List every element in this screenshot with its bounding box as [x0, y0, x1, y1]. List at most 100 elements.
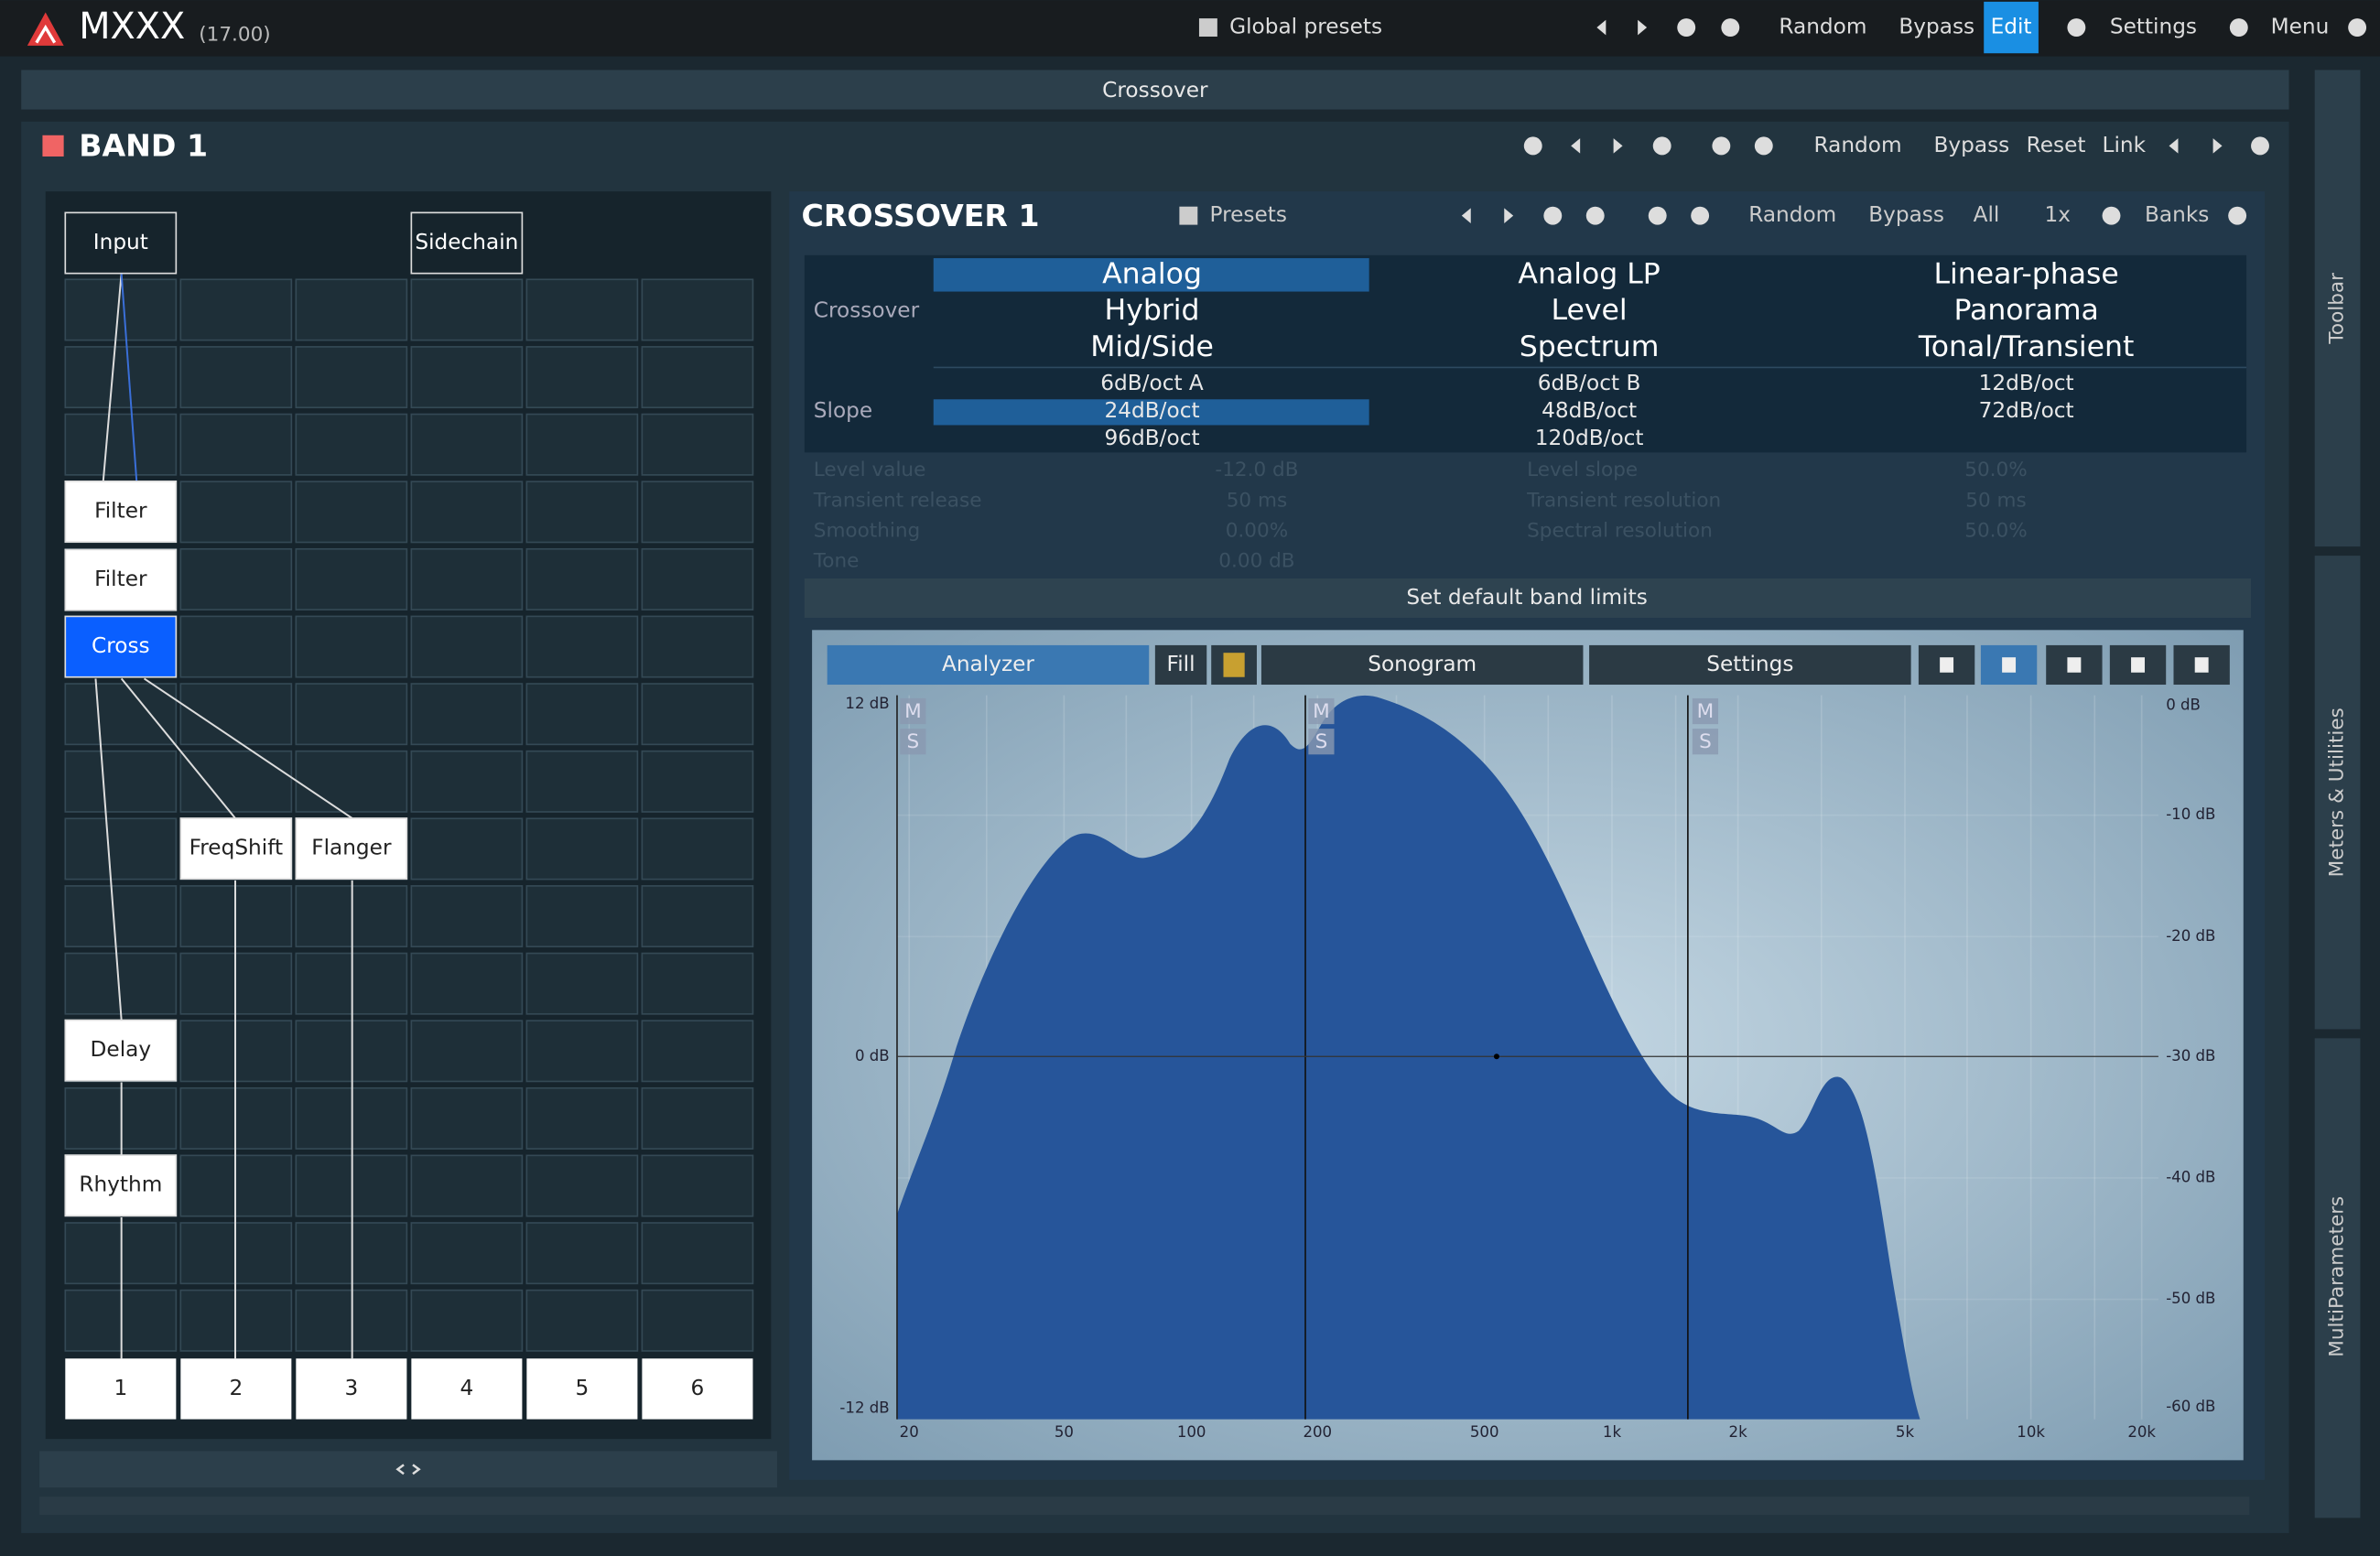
ms-marker-bg[interactable] — [900, 729, 926, 755]
grid-cell[interactable] — [641, 1222, 754, 1285]
slope-option[interactable]: 72dB/oct — [1979, 398, 2074, 423]
ms-marker[interactable]: S — [907, 730, 920, 753]
ms-marker[interactable]: M — [904, 700, 922, 723]
grid-cell[interactable] — [641, 1154, 754, 1217]
side-tab-label[interactable]: Toolbar — [2326, 273, 2349, 345]
grid-cell[interactable] — [64, 817, 178, 881]
crossover-option[interactable]: Mid/Side — [1090, 330, 1214, 363]
default-button-bg[interactable] — [804, 578, 2252, 619]
slope-option[interactable]: 12dB/oct — [1979, 371, 2074, 395]
band-icon[interactable] — [1712, 136, 1731, 156]
grid-cell[interactable] — [64, 683, 178, 746]
edit-button[interactable]: Edit — [1991, 15, 2032, 39]
output-label[interactable]: 2 — [229, 1376, 243, 1400]
grid-cell[interactable] — [641, 750, 754, 813]
grid-cell[interactable] — [525, 481, 639, 544]
side-tab[interactable] — [2314, 70, 2361, 547]
module-icon[interactable] — [1648, 206, 1667, 225]
ms-marker-bg[interactable] — [1692, 697, 1719, 725]
node-label[interactable]: Filter — [94, 498, 147, 523]
grid-cell[interactable] — [410, 1289, 524, 1352]
crossover-option[interactable]: Tonal/Transient — [1918, 330, 2134, 363]
output-label[interactable]: 1 — [114, 1376, 127, 1400]
menu-button[interactable]: Menu — [2271, 15, 2330, 39]
output-slot[interactable] — [296, 1358, 407, 1420]
slope-option[interactable]: 6dB/oct A — [1100, 371, 1204, 395]
module-icon[interactable] — [1543, 206, 1563, 225]
slope-option[interactable]: 120dB/oct — [1535, 426, 1644, 450]
side-tab-label[interactable]: MultiParameters — [2326, 1196, 2349, 1357]
grid-cell[interactable] — [179, 346, 293, 409]
crossover-option[interactable]: Analog — [1102, 257, 1202, 290]
grid-cell[interactable] — [410, 952, 524, 1015]
route-node[interactable] — [64, 548, 178, 611]
prev-preset[interactable] — [1596, 19, 1606, 36]
grid-cell[interactable] — [410, 817, 524, 881]
grid-cell[interactable] — [525, 278, 639, 341]
slope-option[interactable]: 96dB/oct — [1105, 426, 1200, 450]
ms-marker[interactable]: S — [1315, 730, 1328, 753]
node-label[interactable]: Sidechain — [415, 230, 518, 254]
ms-marker[interactable]: M — [1697, 700, 1715, 723]
grid-cell[interactable] — [525, 413, 639, 476]
crossover-option[interactable]: Spectrum — [1520, 330, 1660, 363]
module-icon[interactable] — [1585, 206, 1605, 225]
grid-cell[interactable] — [410, 683, 524, 746]
analyzer-button-bg[interactable] — [1154, 644, 1207, 686]
band-button[interactable]: Link — [2103, 133, 2147, 157]
analyzer-button[interactable]: Sonogram — [1368, 652, 1477, 676]
output-slot[interactable] — [411, 1358, 523, 1420]
ms-marker-bg[interactable] — [1692, 729, 1719, 755]
band-next[interactable] — [1613, 138, 1623, 154]
grid-cell[interactable] — [410, 481, 524, 544]
grid-cell[interactable] — [179, 481, 293, 544]
grid-cell[interactable] — [525, 885, 639, 948]
grid-cell[interactable] — [64, 885, 178, 948]
band-icon[interactable] — [1523, 136, 1542, 156]
module-button[interactable]: Banks — [2145, 202, 2209, 227]
route-node[interactable] — [179, 817, 293, 881]
side-tab-label[interactable]: Meters & Utilities — [2326, 708, 2349, 877]
grid-cell[interactable] — [410, 1086, 524, 1150]
crossover-option[interactable]: Analog LP — [1518, 257, 1660, 290]
module-icon[interactable] — [2102, 206, 2121, 225]
next-preset[interactable] — [1638, 19, 1648, 36]
grid-cell[interactable] — [525, 1289, 639, 1352]
grid-cell[interactable] — [64, 413, 178, 476]
grid-cell[interactable] — [525, 683, 639, 746]
side-tab[interactable] — [2314, 1038, 2361, 1518]
grid-cell[interactable] — [641, 1289, 754, 1352]
route-node[interactable] — [64, 1154, 178, 1217]
module-button[interactable]: All — [1974, 202, 2000, 227]
band-right[interactable] — [2212, 138, 2223, 154]
grid-cell[interactable] — [525, 1086, 639, 1150]
output-label[interactable]: 4 — [460, 1376, 474, 1400]
crossover-option[interactable]: Hybrid — [1105, 294, 1200, 327]
grid-cell[interactable] — [525, 817, 639, 881]
grid-cell[interactable] — [641, 413, 754, 476]
grid-cell[interactable] — [525, 1154, 639, 1217]
grid-cell[interactable] — [410, 1020, 524, 1083]
grid-cell[interactable] — [410, 1222, 524, 1285]
analyzer-button-bg[interactable] — [827, 644, 1150, 686]
node-label[interactable]: Cross — [92, 633, 150, 658]
global-presets-icon[interactable] — [1198, 18, 1217, 37]
analyzer-button-bg[interactable] — [1589, 644, 1911, 686]
module-button[interactable]: Random — [1748, 202, 1836, 227]
grid-cell[interactable] — [410, 547, 524, 611]
grid-cell[interactable] — [641, 817, 754, 881]
route-node[interactable] — [410, 211, 524, 275]
settings-button[interactable]: Settings — [2110, 15, 2197, 39]
band-button[interactable]: Reset — [2027, 133, 2086, 157]
route-node[interactable] — [64, 1019, 178, 1082]
ms-marker-bg[interactable] — [1308, 697, 1335, 725]
grid-cell[interactable] — [410, 346, 524, 409]
node-label[interactable]: Input — [93, 230, 148, 254]
grid-cell[interactable] — [525, 1222, 639, 1285]
slope-option[interactable]: 6dB/oct B — [1538, 371, 1641, 395]
route-node[interactable] — [295, 817, 408, 881]
grid-cell[interactable] — [179, 615, 293, 678]
module-next[interactable] — [1504, 208, 1514, 223]
grid-cell[interactable] — [641, 885, 754, 948]
band-icon[interactable] — [1754, 136, 1773, 156]
